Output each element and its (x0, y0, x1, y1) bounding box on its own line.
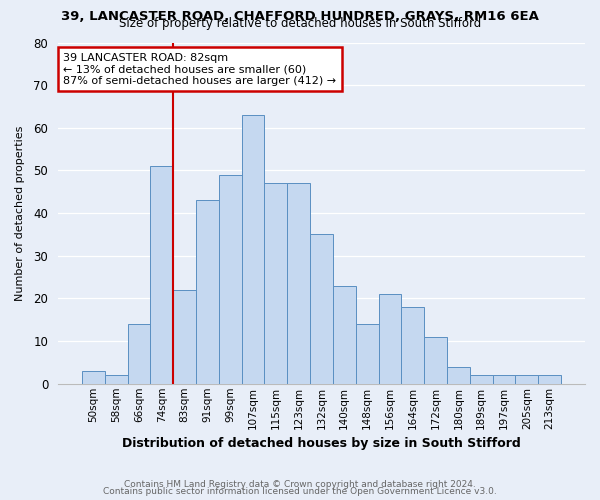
Text: Contains HM Land Registry data © Crown copyright and database right 2024.: Contains HM Land Registry data © Crown c… (124, 480, 476, 489)
Bar (401, 307, 424, 384)
Bar (128, 324, 151, 384)
Text: Contains public sector information licensed under the Open Government Licence v3: Contains public sector information licen… (103, 487, 497, 496)
Bar (515, 375, 538, 384)
Text: 39, LANCASTER ROAD, CHAFFORD HUNDRED, GRAYS, RM16 6EA: 39, LANCASTER ROAD, CHAFFORD HUNDRED, GR… (61, 10, 539, 23)
Bar (333, 286, 356, 384)
X-axis label: Distribution of detached houses by size in South Stifford: Distribution of detached houses by size … (122, 437, 521, 450)
Bar (82, 371, 105, 384)
Bar (287, 184, 310, 384)
Bar (447, 366, 470, 384)
Bar (356, 324, 379, 384)
Bar (538, 375, 561, 384)
Text: Size of property relative to detached houses in South Stifford: Size of property relative to detached ho… (119, 18, 481, 30)
Bar (470, 375, 493, 384)
Y-axis label: Number of detached properties: Number of detached properties (15, 126, 25, 301)
Text: 39 LANCASTER ROAD: 82sqm
← 13% of detached houses are smaller (60)
87% of semi-d: 39 LANCASTER ROAD: 82sqm ← 13% of detach… (63, 52, 337, 86)
Bar (173, 290, 196, 384)
Bar (242, 115, 265, 384)
Bar (196, 200, 219, 384)
Bar (219, 174, 242, 384)
Bar (310, 234, 333, 384)
Bar (493, 375, 515, 384)
Bar (105, 375, 128, 384)
Bar (151, 166, 173, 384)
Bar (265, 184, 287, 384)
Bar (424, 337, 447, 384)
Bar (379, 294, 401, 384)
